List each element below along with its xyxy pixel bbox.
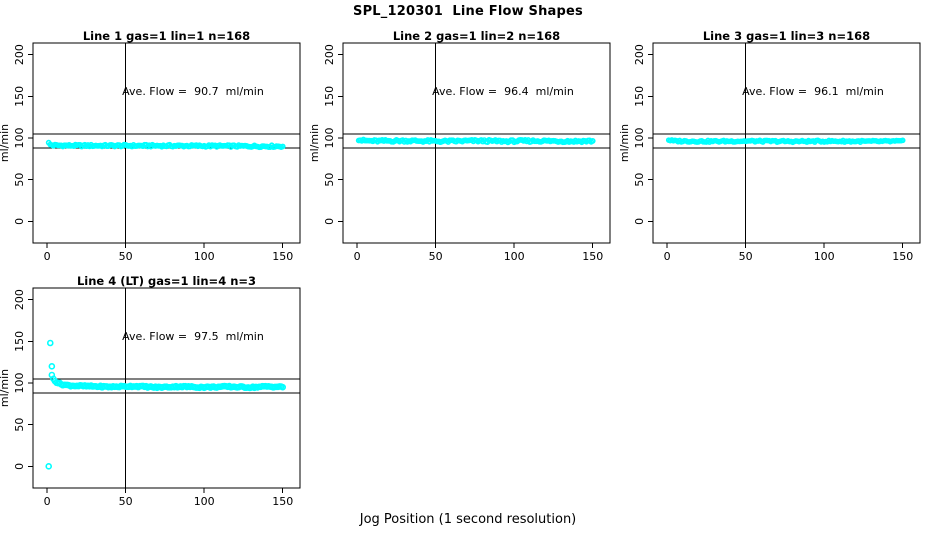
svg-text:150: 150 bbox=[13, 86, 26, 107]
y-axis-label: ml/min bbox=[620, 124, 631, 162]
svg-text:100: 100 bbox=[13, 128, 26, 149]
ave-flow-annotation-line-4: Ave. Flow = 97.5 ml/min bbox=[122, 330, 264, 343]
ave-flow-annotation-line-1: Ave. Flow = 90.7 ml/min bbox=[122, 85, 264, 98]
svg-text:0: 0 bbox=[13, 463, 26, 470]
panel-plot-line-4: 0 50 100 150 0 50 100 150 200 ml/min bbox=[0, 287, 301, 508]
svg-text:50: 50 bbox=[739, 250, 753, 263]
svg-text:0: 0 bbox=[44, 495, 51, 508]
svg-text:100: 100 bbox=[13, 373, 26, 394]
y-axis-label: ml/min bbox=[310, 124, 321, 162]
svg-text:150: 150 bbox=[323, 86, 336, 107]
panel-line-4: Line 4 (LT) gas=1 lin=4 n=3 Ave. Flow = … bbox=[0, 273, 314, 518]
panel-title-line-4: Line 4 (LT) gas=1 lin=4 n=3 bbox=[76, 274, 257, 288]
panel-plot-line-1: 0 50 100 150 0 50 100 150 200 ml/min bbox=[0, 42, 301, 263]
svg-text:150: 150 bbox=[582, 250, 603, 263]
svg-text:50: 50 bbox=[13, 418, 26, 432]
panel-line-3: Line 3 gas=1 lin=3 n=168 Ave. Flow = 96.… bbox=[620, 28, 934, 273]
y-axis-label: ml/min bbox=[0, 124, 11, 162]
svg-text:150: 150 bbox=[892, 250, 913, 263]
panel-title-line-1: Line 1 gas=1 lin=1 n=168 bbox=[82, 29, 251, 43]
svg-text:150: 150 bbox=[272, 495, 293, 508]
svg-text:50: 50 bbox=[119, 250, 133, 263]
panel-title-line-2: Line 2 gas=1 lin=2 n=168 bbox=[392, 29, 561, 43]
svg-text:100: 100 bbox=[323, 128, 336, 149]
svg-text:200: 200 bbox=[13, 289, 26, 310]
panel-plot-line-2: 0 50 100 150 0 50 100 150 200 ml/min bbox=[310, 42, 611, 263]
x-axis-label: Jog Position (1 second resolution) bbox=[359, 512, 577, 527]
svg-text:0: 0 bbox=[354, 250, 361, 263]
svg-text:0: 0 bbox=[664, 250, 671, 263]
ave-flow-annotation-line-2: Ave. Flow = 96.4 ml/min bbox=[432, 85, 574, 98]
svg-text:200: 200 bbox=[633, 44, 646, 65]
figure-title: SPL_120301 Line Flow Shapes bbox=[353, 4, 583, 19]
svg-text:100: 100 bbox=[504, 250, 525, 263]
svg-text:200: 200 bbox=[323, 44, 336, 65]
svg-text:100: 100 bbox=[814, 250, 835, 263]
svg-text:200: 200 bbox=[13, 44, 26, 65]
svg-text:100: 100 bbox=[633, 128, 646, 149]
panel-plot-line-3: 0 50 100 150 0 50 100 150 200 ml/min bbox=[620, 42, 921, 263]
svg-text:50: 50 bbox=[323, 173, 336, 187]
panel-title-line-3: Line 3 gas=1 lin=3 n=168 bbox=[702, 29, 871, 43]
ave-flow-annotation-line-3: Ave. Flow = 96.1 ml/min bbox=[742, 85, 884, 98]
svg-text:150: 150 bbox=[13, 331, 26, 352]
svg-text:50: 50 bbox=[429, 250, 443, 263]
svg-text:0: 0 bbox=[13, 218, 26, 225]
svg-text:150: 150 bbox=[633, 86, 646, 107]
svg-text:0: 0 bbox=[633, 218, 646, 225]
svg-text:150: 150 bbox=[272, 250, 293, 263]
svg-text:0: 0 bbox=[44, 250, 51, 263]
y-axis-label: ml/min bbox=[0, 369, 11, 407]
svg-text:100: 100 bbox=[194, 495, 215, 508]
svg-text:50: 50 bbox=[119, 495, 133, 508]
panel-line-1: Line 1 gas=1 lin=1 n=168 Ave. Flow = 90.… bbox=[0, 28, 314, 273]
svg-text:100: 100 bbox=[194, 250, 215, 263]
panel-line-2: Line 2 gas=1 lin=2 n=168 Ave. Flow = 96.… bbox=[310, 28, 624, 273]
svg-text:0: 0 bbox=[323, 218, 336, 225]
svg-text:50: 50 bbox=[633, 173, 646, 187]
svg-text:50: 50 bbox=[13, 173, 26, 187]
